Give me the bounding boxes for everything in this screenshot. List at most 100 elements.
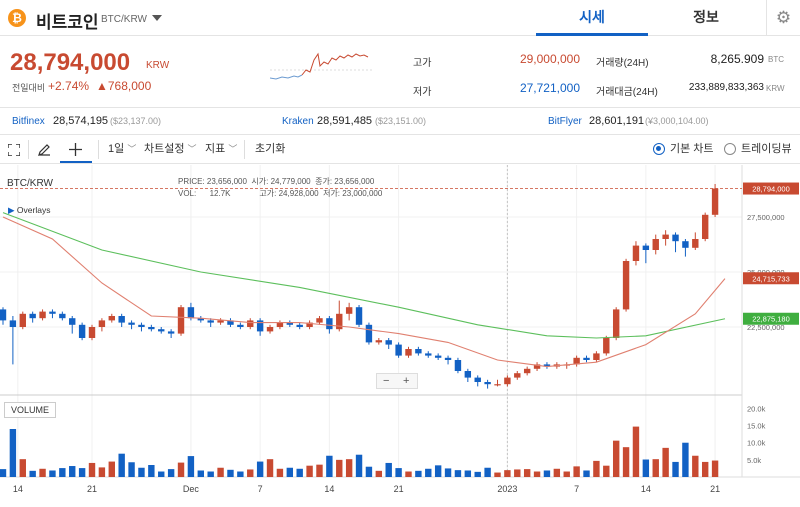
volume-bar: [227, 469, 234, 477]
candle-body: [59, 313, 66, 319]
candle-body: [504, 377, 511, 385]
candle-body: [19, 313, 26, 327]
candle-body: [583, 357, 590, 360]
x-tick-label: 21: [710, 484, 720, 494]
mini-price-chart: [270, 52, 372, 80]
volume-bar: [662, 447, 669, 477]
ma-short-line: [2, 216, 726, 368]
candle-body: [177, 307, 185, 334]
zoom-in-button[interactable]: +: [403, 375, 410, 387]
x-tick-label: 14: [324, 484, 334, 494]
gear-icon[interactable]: ⚙: [766, 0, 800, 36]
exchange-name[interactable]: Kraken: [282, 116, 314, 127]
axes: 27,500,00025,000,00022,500,00020.0k15.0k…: [13, 182, 799, 494]
volume-bar: [474, 471, 481, 477]
volume-bar: [296, 468, 303, 477]
candle-body: [573, 357, 580, 365]
volume-bar: [167, 469, 175, 477]
candle-body: [296, 324, 303, 327]
indicators-dropdown[interactable]: 지표 ﹀: [205, 136, 237, 163]
exchange-name[interactable]: BitFlyer: [548, 116, 582, 127]
basic-chart-radio[interactable]: [653, 143, 665, 155]
volume-bar: [286, 467, 294, 477]
legend-vol: 12.7K: [209, 189, 231, 198]
ohlc-legend: PRICE: 23,656,000 시가: 24,779,000 종가: 23,…: [178, 176, 382, 200]
candle-body: [415, 349, 422, 354]
candle-body: [29, 313, 36, 319]
volume-bar: [217, 467, 224, 477]
volume-bar: [306, 465, 313, 477]
legend-high-label: 고가:: [259, 189, 277, 198]
zoom-out-button[interactable]: −: [383, 375, 390, 387]
price-chart[interactable]: 27,500,00025,000,00022,500,00020.0k15.0k…: [0, 165, 800, 502]
candle-body: [612, 309, 620, 338]
volume-bar: [583, 470, 590, 477]
volume-bars: [0, 426, 719, 477]
volume-unit: BTC: [768, 55, 784, 64]
volume-bar: [523, 469, 531, 477]
candle-body: [98, 320, 106, 327]
interval-dropdown[interactable]: 1일 ﹀: [108, 136, 136, 163]
volume-bar: [207, 471, 214, 477]
candle-body: [533, 364, 541, 369]
change-label: 전일대비: [12, 83, 46, 93]
chart-settings-label: 차트설정: [144, 143, 185, 155]
high-value: 29,000,000: [519, 52, 580, 66]
low-label: 저가: [413, 87, 432, 98]
candlestick-chart[interactable]: 27,500,00025,000,00022,500,00020.0k15.0k…: [0, 165, 800, 502]
exchange-name[interactable]: Bitfinex: [12, 116, 45, 127]
crosshair-tool[interactable]: [60, 136, 92, 163]
exchange-prices: Bitfinex 28,574,195 ($23,137.00) Kraken …: [0, 109, 800, 135]
vol-tick-label: 10.0k: [747, 439, 766, 448]
pencil-icon[interactable]: [38, 143, 51, 156]
high-label: 고가: [413, 58, 432, 69]
volume-bar: [276, 468, 284, 477]
tradingview-label[interactable]: 트레이딩뷰: [741, 143, 792, 155]
volume-bar: [494, 472, 501, 477]
candle-body: [622, 261, 630, 310]
interval-label: 1일: [108, 143, 125, 155]
volume-bar: [98, 467, 106, 477]
volume-bar: [326, 455, 333, 477]
exchange-usd: ($23,151.00): [375, 116, 427, 126]
y-tick-label: 27,500,000: [747, 213, 785, 222]
volume-bar: [533, 471, 541, 477]
fullscreen-icon[interactable]: [8, 144, 20, 156]
legend-high: 24,928,000: [278, 189, 319, 198]
zoom-controls: − +: [376, 373, 418, 389]
last-price-tag-bg: [743, 182, 799, 195]
vol-tick-label: 5.0k: [747, 456, 761, 465]
candle-body: [514, 373, 521, 378]
tab-info[interactable]: 정보: [693, 9, 719, 25]
legend-vol-label: VOL:: [178, 189, 197, 198]
chevron-down-icon[interactable]: [152, 15, 162, 21]
volume-bar: [118, 453, 125, 477]
change-rate: +2.74%: [48, 79, 90, 93]
volume-bar: [9, 429, 17, 477]
overlays-toggle[interactable]: ▶ Overlays: [8, 205, 50, 216]
candle-body: [197, 318, 204, 321]
divider: [244, 140, 245, 159]
divider: [28, 140, 29, 159]
divider: [98, 140, 99, 159]
coin-name[interactable]: 비트코인: [36, 13, 99, 32]
reset-button[interactable]: 초기화: [255, 143, 286, 155]
chart-settings-dropdown[interactable]: 차트설정 ﹀: [144, 136, 197, 163]
x-tick-label: Dec: [183, 484, 200, 494]
trade-value-unit: KRW: [766, 84, 785, 93]
price-unit: KRW: [146, 60, 170, 71]
volume-bar: [682, 442, 689, 477]
candle-body: [405, 349, 412, 356]
candle-body: [593, 353, 600, 360]
tab-quote[interactable]: 시세: [536, 0, 648, 36]
basic-chart-label[interactable]: 기본 차트: [670, 143, 714, 155]
candle-body: [128, 322, 135, 325]
candle-body: [326, 318, 333, 330]
current-price: 28,794,000: [10, 49, 131, 76]
candle-body: [69, 318, 76, 325]
coin-pair: BTC/KRW: [101, 14, 147, 25]
legend-price: 23,656,000: [206, 177, 247, 186]
chevron-down-icon: ﹀: [127, 144, 137, 154]
legend-open-label: 시가:: [251, 177, 269, 186]
tradingview-radio[interactable]: [724, 143, 736, 155]
